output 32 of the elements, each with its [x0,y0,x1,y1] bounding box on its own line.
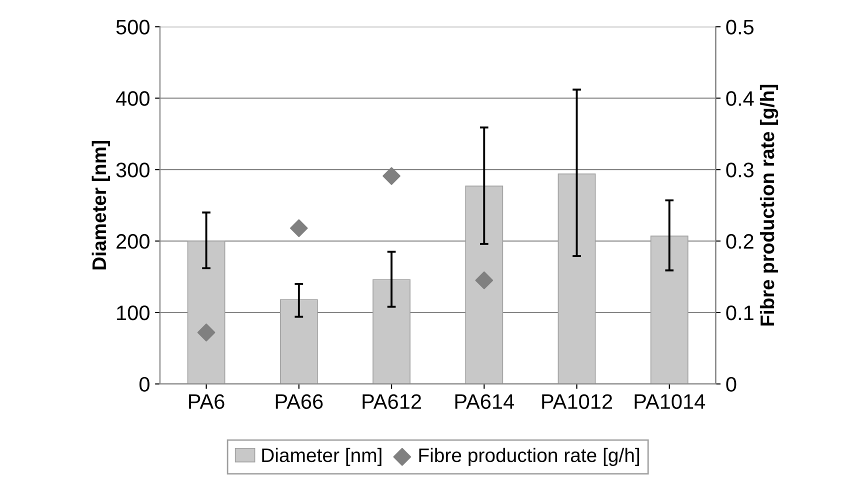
bar [187,240,226,384]
bar [280,299,318,384]
y-tick-label: 100 [117,306,150,320]
x-tick-label: PA614 [455,394,514,409]
point [197,324,216,342]
y-axis-title: Diameter [nm] [92,141,110,270]
x-tick-label: PA1014 [634,394,706,409]
x-tick-label: PA612 [362,394,421,409]
point [475,271,494,290]
bar [650,236,688,384]
bar [372,279,410,384]
point [382,167,400,185]
y-tick-label: 300 [116,162,150,178]
y2-tick-label: 0.4 [726,91,754,106]
legend-label: Diameter [nm] [262,448,382,466]
y2-tick-label: 0.5 [726,20,754,34]
y-tick-label: 400 [116,91,150,106]
bar [558,173,596,384]
legend-label: Fibre production rate [g/h] [419,448,639,466]
y2-axis-title: Fibre production rate [g/h] [760,84,778,326]
y-tick-label: 0 [139,376,150,392]
x-tick-label: PA6 [189,394,224,409]
y2-tick-label: 0.2 [726,234,754,249]
y2-tick-label: 0.3 [726,162,754,178]
x-tick-label: PA66 [276,394,323,409]
y2-tick-label: 0 [726,376,736,392]
y2-tick-label: 0.1 [726,306,754,320]
y-tick-label: 200 [116,234,150,249]
bar [465,186,504,384]
point [290,219,308,238]
y-tick-label: 500 [116,20,150,34]
x-tick-label: PA1012 [542,394,612,409]
